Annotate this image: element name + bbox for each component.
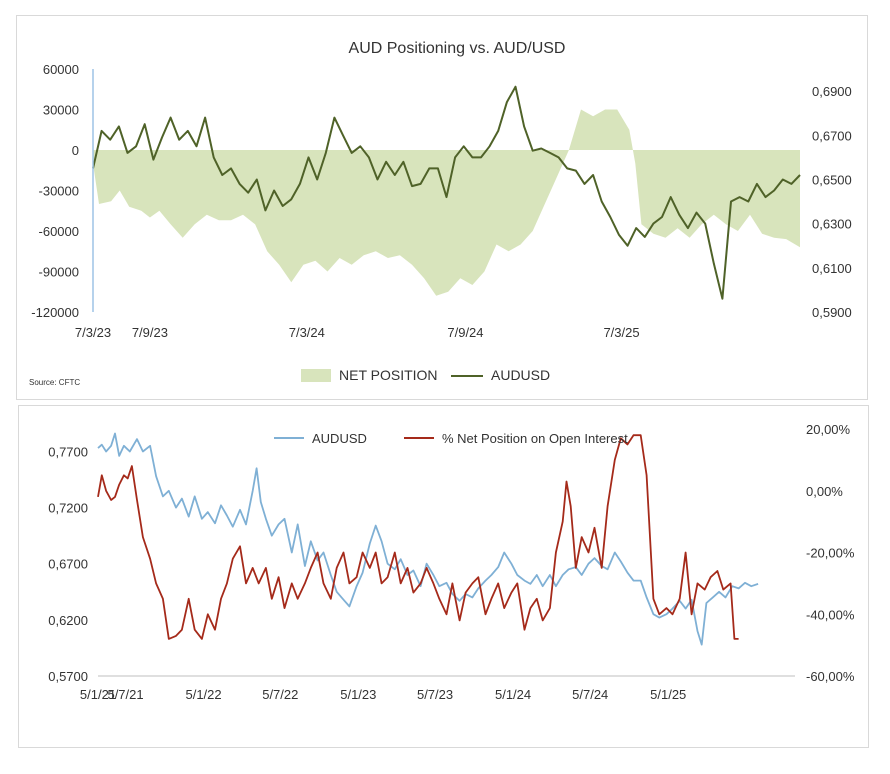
chart-panel-net-position-oi: 0,7700 0,7200 0,6700 0,6200 0,5700 20,00% 0,00…: [18, 405, 869, 748]
y-right-tick-label: 0,6900: [812, 84, 852, 99]
positioning-chart-svg: AUD Positioning vs. AUD/USD 60000 30000 0 -…: [29, 40, 852, 387]
y-right-tick-label: -20,00%: [806, 546, 855, 561]
audusd-line-layer: [92, 85, 801, 300]
y-right-tick-label: 20,00%: [806, 422, 851, 437]
y-left-tick-label: 0: [72, 143, 79, 158]
x-tick-label: 5/7/21: [107, 687, 143, 702]
y-left-tick-label: 0,7700: [48, 444, 88, 459]
x-tick-label: 5/1/23: [340, 687, 376, 702]
legend-label-net-position: NET POSITION: [339, 367, 438, 383]
x-tick-label: 7/3/25: [603, 325, 639, 340]
y-left-tick-label: 0,7200: [48, 501, 88, 516]
y-left-tick-label: 60000: [43, 62, 79, 77]
series-lines-layer: [97, 432, 759, 646]
y-right-tick-label: -60,00%: [806, 669, 855, 684]
net-position-area: [93, 109, 800, 296]
x-tick-label: 5/1/21: [80, 687, 116, 702]
x-tick-label: 7/3/23: [75, 325, 111, 340]
y-right-tick-label: 0,6300: [812, 217, 852, 232]
y-right-tick-label: 0,6700: [812, 128, 852, 143]
x-tick-label: 5/1/22: [185, 687, 221, 702]
legend-label-net-position-oi: % Net Position on Open Interest: [442, 431, 628, 446]
y-left-tick-label: -60000: [39, 224, 79, 239]
x-tick-label: 5/7/23: [417, 687, 453, 702]
net-position-area-layer: [93, 109, 800, 296]
y-right-tick-label: -40,00%: [806, 607, 855, 622]
legend-swatch-net-position: [301, 369, 331, 382]
legend: AUDUSD % Net Position on Open Interest: [274, 431, 628, 446]
axes-layer: 60000 30000 0 -30000 -60000 -90000 -120000 0,69…: [31, 62, 851, 340]
x-tick-label: 7/3/24: [289, 325, 325, 340]
legend-label-audusd: AUDUSD: [491, 367, 550, 383]
y-left-tick-label: 0,5700: [48, 669, 88, 684]
y-left-tick-label: 0,6200: [48, 613, 88, 628]
oi-chart-svg: 0,7700 0,7200 0,6700 0,6200 0,5700 20,00% 0,00…: [48, 422, 855, 702]
audusd-line: [92, 85, 801, 300]
y-left-tick-label: -120000: [31, 305, 79, 320]
y-left-tick-label: -30000: [39, 184, 79, 199]
x-tick-label: 5/1/24: [495, 687, 531, 702]
y-left-tick-label: -90000: [39, 265, 79, 280]
y-right-tick-label: 0,5900: [812, 305, 852, 320]
x-tick-label: 7/9/23: [132, 325, 168, 340]
legend-label-audusd: AUDUSD: [312, 431, 367, 446]
y-left-tick-label: 0,6700: [48, 557, 88, 572]
axes-layer: 0,7700 0,7200 0,6700 0,6200 0,5700 20,00% 0,00…: [48, 422, 855, 702]
source-note: Source: CFTC: [29, 378, 80, 387]
net-position-oi-line: [97, 434, 739, 640]
x-tick-label: 5/7/24: [572, 687, 608, 702]
chart-title: AUD Positioning vs. AUD/USD: [349, 40, 566, 57]
y-left-tick-label: 30000: [43, 103, 79, 118]
chart-panel-aud-positioning: AUD Positioning vs. AUD/USD 60000 30000 0 -…: [16, 15, 868, 400]
y-right-tick-label: 0,6100: [812, 261, 852, 276]
y-right-tick-label: 0,6500: [812, 172, 852, 187]
y-right-tick-label: 0,00%: [806, 484, 843, 499]
audusd-line: [97, 432, 759, 646]
x-tick-label: 5/1/25: [650, 687, 686, 702]
x-tick-label: 5/7/22: [262, 687, 298, 702]
x-tick-label: 7/9/24: [447, 325, 483, 340]
legend: NET POSITION AUDUSD: [301, 367, 550, 383]
